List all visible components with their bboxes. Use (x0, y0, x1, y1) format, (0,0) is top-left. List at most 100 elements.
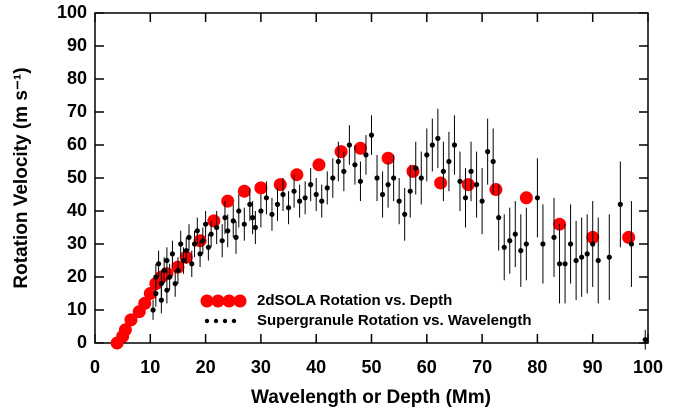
point (285, 205, 292, 211)
x-tick-label: 50 (361, 357, 381, 377)
point (363, 152, 369, 158)
x-axis-label: Wavelength or Depth (Mm) (251, 387, 491, 408)
point (118, 323, 132, 337)
point (457, 178, 463, 184)
point (263, 195, 270, 201)
point (324, 185, 330, 191)
point (429, 142, 435, 148)
point (247, 201, 253, 207)
point (489, 183, 503, 197)
point (205, 244, 211, 250)
point (330, 175, 336, 181)
point (197, 251, 203, 257)
point (155, 261, 162, 267)
y-tick-label: 0 (77, 332, 87, 352)
point (379, 191, 386, 198)
point (451, 142, 458, 148)
legend-label: 2dSOLA Rotation vs. Depth (257, 292, 452, 309)
point (579, 254, 585, 260)
point (302, 195, 308, 201)
point (169, 251, 176, 257)
point (396, 198, 402, 204)
point (435, 135, 441, 141)
x-tick-label: 20 (196, 357, 216, 377)
point (519, 191, 533, 205)
point (551, 234, 557, 240)
point (230, 218, 236, 224)
point (341, 168, 347, 174)
point (313, 191, 319, 198)
point (167, 274, 173, 280)
point (200, 238, 206, 244)
y-tick-label: 20 (67, 266, 87, 286)
point (175, 267, 181, 273)
point (164, 257, 170, 264)
point (496, 215, 502, 221)
point (353, 141, 367, 155)
point (374, 175, 380, 181)
legend-marker (213, 318, 219, 324)
point (208, 231, 214, 237)
y-tick-label: 60 (67, 134, 87, 154)
point (381, 151, 395, 165)
point (479, 198, 485, 204)
point (312, 158, 326, 172)
y-tick-label: 30 (67, 233, 87, 253)
legend-marker (211, 294, 225, 308)
y-tick-label: 10 (67, 299, 87, 319)
x-tick-label: 90 (583, 357, 603, 377)
point (207, 214, 221, 228)
point (391, 175, 397, 181)
point (413, 165, 419, 171)
x-tick-label: 10 (140, 357, 160, 377)
point (150, 307, 156, 313)
y-axis-label: Rotation Velocity (m s⁻¹) (11, 67, 32, 288)
point (291, 188, 297, 194)
point (407, 188, 413, 194)
point (172, 281, 178, 287)
point (258, 208, 264, 214)
y-tick-label: 50 (67, 167, 87, 187)
point (573, 257, 579, 264)
point (143, 287, 157, 300)
point (158, 297, 164, 303)
point (385, 182, 391, 188)
point (534, 195, 541, 201)
legend-marker (222, 318, 228, 324)
point (562, 261, 568, 267)
y-tick-label: 40 (67, 200, 87, 220)
y-tick-label: 90 (67, 35, 87, 55)
point (523, 241, 529, 247)
point (222, 215, 228, 221)
point (368, 132, 375, 138)
point (335, 158, 341, 165)
point (194, 228, 200, 234)
point (424, 152, 430, 158)
point (203, 221, 209, 227)
point (440, 168, 446, 174)
point (297, 198, 303, 204)
point (418, 175, 424, 181)
point (590, 241, 596, 247)
point (158, 281, 164, 287)
y-tick-label: 70 (67, 101, 87, 121)
point (334, 145, 348, 159)
point (214, 224, 220, 231)
point (352, 162, 358, 168)
point (642, 337, 648, 343)
legend-marker (200, 294, 214, 308)
point (280, 191, 286, 198)
point (556, 261, 563, 267)
point (153, 274, 159, 280)
point (183, 248, 189, 254)
point (308, 182, 314, 188)
point (219, 238, 225, 244)
point (274, 201, 281, 207)
point (236, 208, 242, 214)
x-tick-label: 100 (633, 357, 663, 377)
point (468, 168, 474, 174)
point (622, 230, 636, 244)
x-tick-label: 80 (527, 357, 547, 377)
point (191, 241, 198, 247)
